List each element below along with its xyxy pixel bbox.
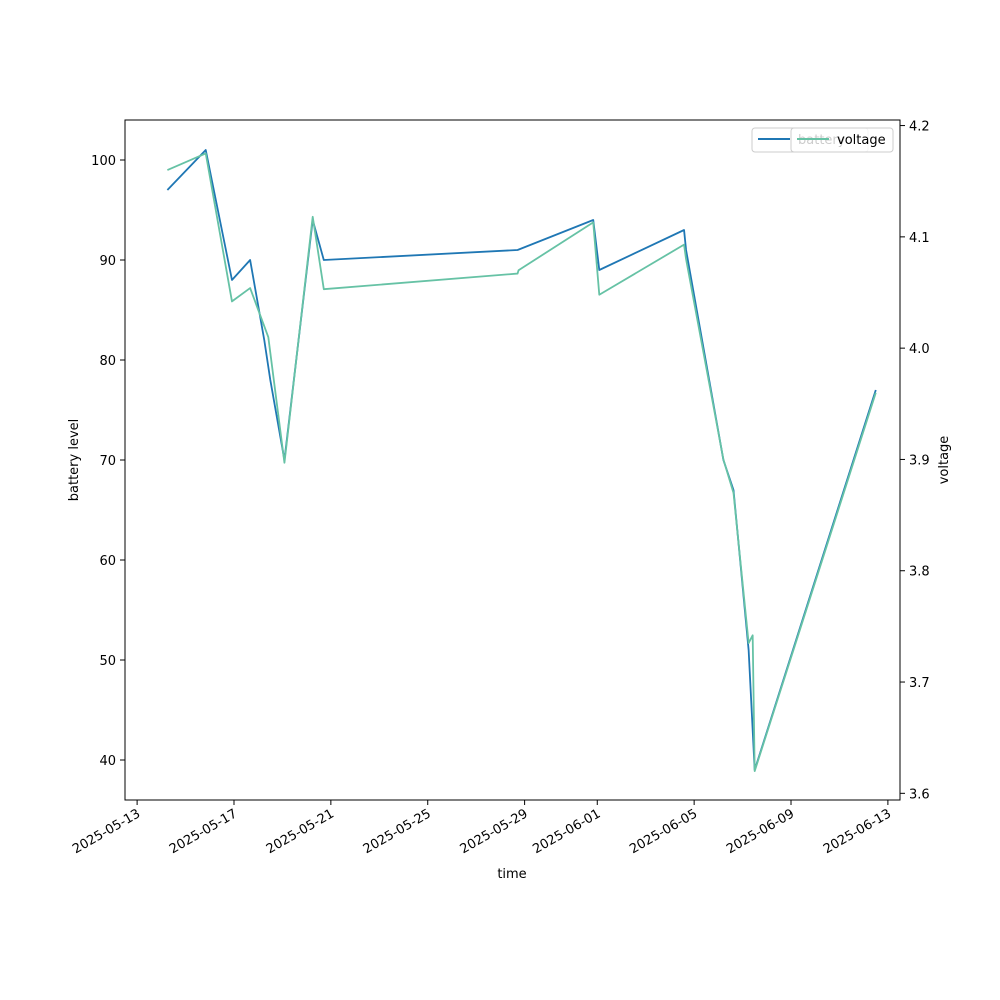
plot-area bbox=[125, 120, 900, 800]
x-axis-title: time bbox=[497, 867, 526, 882]
series-line-voltage bbox=[167, 152, 877, 772]
left-y-tick-label: 100 bbox=[91, 154, 116, 169]
left-y-tick-label: 60 bbox=[99, 554, 116, 569]
x-tick-label: 2025-05-17 bbox=[167, 806, 240, 857]
right-y-tick-label: 4.0 bbox=[909, 342, 930, 357]
left-y-tick-label: 50 bbox=[99, 654, 116, 669]
left-y-tick-label: 70 bbox=[99, 454, 116, 469]
left-y-axis: 40 50 60 70 80 90 100 bbox=[91, 154, 125, 769]
x-tick-label: 2025-05-29 bbox=[458, 806, 531, 857]
right-y-axis-title: voltage bbox=[937, 436, 952, 485]
right-y-tick-label: 3.9 bbox=[909, 453, 930, 468]
left-y-tick-label: 90 bbox=[99, 254, 116, 269]
x-tick-label: 2025-06-01 bbox=[530, 806, 603, 857]
x-tick-label: 2025-06-05 bbox=[627, 806, 700, 857]
series-layer bbox=[166, 149, 877, 772]
x-tick-label: 2025-06-09 bbox=[724, 806, 797, 857]
right-y-tick-label: 4.1 bbox=[909, 231, 930, 246]
right-y-tick-label: 3.7 bbox=[909, 676, 930, 691]
legend-voltage-box bbox=[790, 127, 894, 153]
right-y-tick-label: 3.6 bbox=[909, 787, 930, 802]
left-y-tick-label: 80 bbox=[99, 354, 116, 369]
left-y-tick-label: 40 bbox=[99, 754, 116, 769]
right-y-tick-label: 3.8 bbox=[909, 565, 930, 580]
x-tick-label: 2025-06-13 bbox=[821, 806, 894, 857]
legend-voltage: voltage bbox=[790, 127, 894, 153]
x-tick-label: 2025-05-25 bbox=[361, 806, 434, 857]
x-axis: 2025-05-13 2025-05-17 2025-05-21 2025-05-25… bbox=[70, 800, 894, 857]
right-y-axis: 3.6 3.7 3.8 3.9 4.0 4.1 4.2 bbox=[900, 120, 930, 802]
x-tick-label: 2025-05-21 bbox=[264, 806, 337, 857]
right-y-tick-label: 4.2 bbox=[909, 120, 930, 135]
legend-voltage-label: voltage bbox=[837, 133, 886, 148]
x-tick-label: 2025-05-13 bbox=[70, 806, 143, 857]
left-y-axis-title: battery level bbox=[67, 419, 82, 502]
